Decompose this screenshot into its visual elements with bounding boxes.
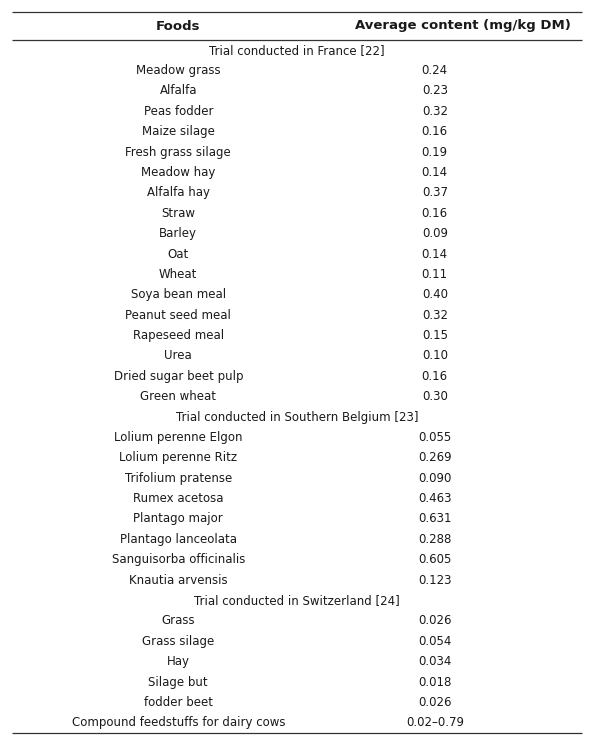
Text: 0.32: 0.32 bbox=[422, 309, 448, 322]
Text: Foods: Foods bbox=[156, 19, 201, 33]
Text: Trial conducted in Southern Belgium [23]: Trial conducted in Southern Belgium [23] bbox=[176, 411, 418, 424]
Text: Rumex acetosa: Rumex acetosa bbox=[133, 492, 223, 505]
Text: Grass: Grass bbox=[162, 614, 195, 628]
Text: Plantago major: Plantago major bbox=[134, 513, 223, 525]
Text: Knautia arvensis: Knautia arvensis bbox=[129, 574, 228, 587]
Text: 0.16: 0.16 bbox=[422, 125, 448, 139]
Text: 0.10: 0.10 bbox=[422, 350, 448, 362]
Text: 0.37: 0.37 bbox=[422, 187, 448, 199]
Text: Trial conducted in France [22]: Trial conducted in France [22] bbox=[209, 44, 385, 57]
Text: 0.15: 0.15 bbox=[422, 329, 448, 342]
Text: 0.605: 0.605 bbox=[418, 554, 451, 566]
Text: Meadow hay: Meadow hay bbox=[141, 166, 216, 179]
Text: 0.026: 0.026 bbox=[418, 614, 451, 628]
Text: 0.463: 0.463 bbox=[418, 492, 451, 505]
Text: 0.30: 0.30 bbox=[422, 391, 448, 403]
Text: Lolium perenne Elgon: Lolium perenne Elgon bbox=[114, 431, 242, 444]
Text: Alfalfa: Alfalfa bbox=[160, 84, 197, 98]
Text: Oat: Oat bbox=[168, 247, 189, 261]
Text: Barley: Barley bbox=[159, 227, 197, 240]
Text: Trifolium pratense: Trifolium pratense bbox=[125, 472, 232, 485]
Text: 0.02–0.79: 0.02–0.79 bbox=[406, 717, 464, 729]
Text: Sanguisorba officinalis: Sanguisorba officinalis bbox=[112, 554, 245, 566]
Text: Maize silage: Maize silage bbox=[142, 125, 214, 139]
Text: fodder beet: fodder beet bbox=[144, 696, 213, 709]
Text: Silage but: Silage but bbox=[148, 676, 208, 688]
Text: 0.14: 0.14 bbox=[422, 247, 448, 261]
Text: Grass silage: Grass silage bbox=[142, 635, 214, 648]
Text: 0.054: 0.054 bbox=[418, 635, 451, 648]
Text: Urea: Urea bbox=[165, 350, 192, 362]
Text: 0.11: 0.11 bbox=[422, 268, 448, 281]
Text: 0.026: 0.026 bbox=[418, 696, 451, 709]
Text: Alfalfa hay: Alfalfa hay bbox=[147, 187, 210, 199]
Text: Straw: Straw bbox=[161, 207, 195, 220]
Text: 0.14: 0.14 bbox=[422, 166, 448, 179]
Text: 0.16: 0.16 bbox=[422, 207, 448, 220]
Text: 0.32: 0.32 bbox=[422, 104, 448, 118]
Text: 0.123: 0.123 bbox=[418, 574, 451, 587]
Text: Plantago lanceolata: Plantago lanceolata bbox=[120, 533, 237, 546]
Text: Meadow grass: Meadow grass bbox=[136, 64, 220, 77]
Text: 0.40: 0.40 bbox=[422, 288, 448, 302]
Text: Compound feedstuffs for dairy cows: Compound feedstuffs for dairy cows bbox=[71, 717, 285, 729]
Text: Average content (mg/kg DM): Average content (mg/kg DM) bbox=[355, 19, 571, 33]
Text: 0.19: 0.19 bbox=[422, 145, 448, 159]
Text: Peanut seed meal: Peanut seed meal bbox=[125, 309, 231, 322]
Text: Lolium perenne Ritz: Lolium perenne Ritz bbox=[119, 451, 238, 465]
Text: Peas fodder: Peas fodder bbox=[144, 104, 213, 118]
Text: 0.631: 0.631 bbox=[418, 513, 451, 525]
Text: Green wheat: Green wheat bbox=[140, 391, 216, 403]
Text: Wheat: Wheat bbox=[159, 268, 197, 281]
Text: 0.034: 0.034 bbox=[418, 655, 451, 668]
Text: 0.24: 0.24 bbox=[422, 64, 448, 77]
Text: 0.018: 0.018 bbox=[418, 676, 451, 688]
Text: 0.269: 0.269 bbox=[418, 451, 451, 465]
Text: Dried sugar beet pulp: Dried sugar beet pulp bbox=[113, 370, 243, 383]
Text: 0.055: 0.055 bbox=[418, 431, 451, 444]
Text: 0.288: 0.288 bbox=[418, 533, 451, 546]
Text: 0.23: 0.23 bbox=[422, 84, 448, 98]
Text: Fresh grass silage: Fresh grass silage bbox=[125, 145, 231, 159]
Text: 0.16: 0.16 bbox=[422, 370, 448, 383]
Text: Hay: Hay bbox=[167, 655, 189, 668]
Text: Soya bean meal: Soya bean meal bbox=[131, 288, 226, 302]
Text: 0.09: 0.09 bbox=[422, 227, 448, 240]
Text: Rapeseed meal: Rapeseed meal bbox=[132, 329, 224, 342]
Text: 0.090: 0.090 bbox=[418, 472, 451, 485]
Text: Trial conducted in Switzerland [24]: Trial conducted in Switzerland [24] bbox=[194, 594, 400, 607]
